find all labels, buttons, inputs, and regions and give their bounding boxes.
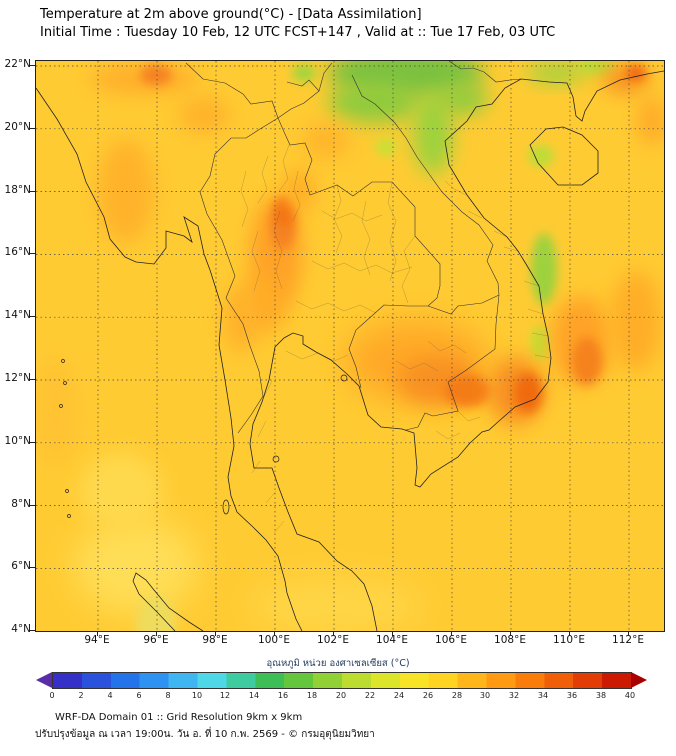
colorbar-tick-label: 16 [277, 691, 289, 700]
country-borders [185, 61, 522, 434]
andaman-islet [61, 359, 65, 363]
lon-tick-label: 98°E [202, 634, 228, 646]
border-laos-cambodia [427, 294, 500, 315]
colorbar-right-arrow [631, 672, 647, 688]
small-islands [59, 359, 348, 518]
model-domain-info: WRF-DA Domain 01 :: Grid Resolution 9km … [55, 712, 303, 723]
lon-tick-label: 94°E [84, 634, 110, 646]
border-vietnam-china [448, 61, 522, 83]
chart-subtitle: Initial Time : Tuesday 10 Feb, 12 UTC FC… [40, 25, 556, 40]
colorbar-tick-label: 14 [248, 691, 260, 700]
colorbar-tick-label: 18 [306, 691, 318, 700]
colorbar-left-arrow [36, 672, 52, 688]
lon-tick-label: 106°E [435, 634, 467, 646]
temperature-map-canvas [36, 61, 664, 631]
lat-tick-label: 6°N [11, 560, 31, 572]
lat-tick-label: 8°N [11, 498, 31, 510]
lat-tick-label: 14°N [4, 309, 31, 321]
colorbar-tick-label: 32 [508, 691, 520, 700]
hainan-island [529, 126, 599, 186]
border-china-laos [286, 62, 333, 92]
lat-tick-label: 12°N [4, 372, 31, 384]
lat-tick-label: 20°N [4, 121, 31, 133]
colorbar-title: อุณหภูมิ หน่วย องศาเซลเซียส (°C) [266, 658, 410, 669]
coastline-gulf-indochina [249, 70, 664, 631]
lon-tick-label: 108°E [494, 634, 526, 646]
colorbar-tick-label: 36 [566, 691, 578, 700]
lat-tick-label: 22°N [4, 58, 31, 70]
andaman-islet [63, 381, 67, 385]
colorbar-tick-label: 20 [335, 691, 347, 700]
andaman-islet [59, 404, 63, 408]
nicobar-islet [67, 514, 71, 518]
colorbar-tick-label: 8 [165, 691, 171, 700]
colorbar-tick-label: 10 [191, 691, 203, 700]
province-borders [240, 144, 552, 534]
lat-tick-label: 18°N [4, 184, 31, 196]
nicobar-islet [65, 489, 69, 493]
colorbar-tick-label: 22 [364, 691, 376, 700]
coastline-myanmar-peninsula-west [36, 87, 303, 631]
border-myanmar-china [185, 62, 279, 119]
chart-title: Temperature at 2m above ground(°C) - [Da… [40, 7, 422, 22]
border-thailand-myanmar [199, 117, 279, 434]
coastlines [36, 70, 664, 631]
samui-island [272, 455, 280, 463]
colorbar-tick-label: 26 [422, 691, 434, 700]
colorbar-tick-label: 0 [49, 691, 55, 700]
colorbar-tick-label: 30 [479, 691, 491, 700]
colorbar-tick-label: 4 [107, 691, 113, 700]
sumatra-island [132, 572, 204, 631]
lat-tick-label: 16°N [4, 246, 31, 258]
colorbar-tick-label: 12 [219, 691, 231, 700]
lat-tick-label: 4°N [11, 623, 31, 635]
lat-tick-label: 10°N [4, 435, 31, 447]
lon-tick-label: 110°E [553, 634, 585, 646]
colorbar-tick-label: 40 [624, 691, 636, 700]
phuket-island [222, 499, 230, 515]
lon-tick-label: 104°E [376, 634, 408, 646]
update-copyright-info: ปรับปรุงข้อมูล ณ เวลา 19:00น. วัน อ. ที่… [35, 729, 375, 740]
colorbar-gradient [52, 672, 632, 689]
lon-tick-label: 112°E [612, 634, 644, 646]
map-plot-area [35, 60, 665, 632]
colorbar-tick-label: 28 [451, 691, 463, 700]
border-cambodia-vietnam [405, 294, 500, 431]
lon-tick-label: 100°E [258, 634, 290, 646]
colorbar-tick-label: 34 [537, 691, 549, 700]
kohchang-island [340, 374, 348, 382]
colorbar-tick-label: 38 [595, 691, 607, 700]
colorbar-tick-label: 6 [136, 691, 142, 700]
border-myanmar-laos [277, 90, 320, 119]
colorbar-tick-label: 2 [78, 691, 84, 700]
lon-tick-label: 102°E [317, 634, 349, 646]
border-thailand-cambodia [348, 304, 428, 389]
lon-tick-label: 96°E [143, 634, 169, 646]
border-laos-vietnam [351, 74, 500, 296]
colorbar-tick-label: 24 [393, 691, 405, 700]
border-thailand-laos [277, 117, 441, 307]
